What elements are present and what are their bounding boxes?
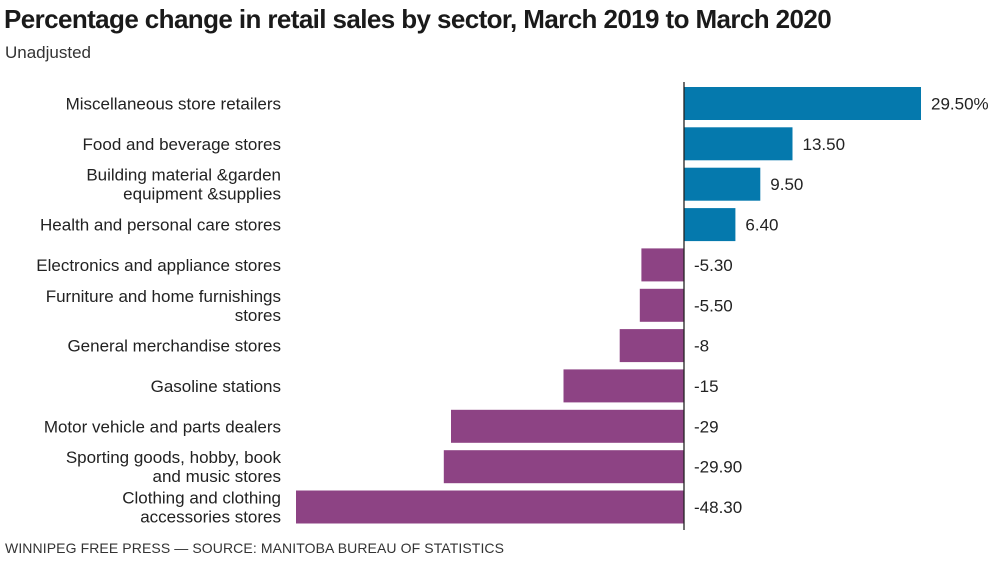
category-label-line: Clothing and clothing [122, 489, 281, 508]
value-label-4: -5.30 [694, 256, 733, 275]
bars-group [296, 87, 921, 524]
value-label-2: 9.50 [770, 175, 803, 194]
category-label-1: Food and beverage stores [83, 135, 281, 154]
category-label-2: Building material &garden equipment &supp… [86, 166, 281, 204]
chart-subtitle: Unadjusted [5, 43, 92, 62]
category-label-line: Miscellaneous store retailers [66, 95, 281, 114]
value-label-9: -29.90 [694, 458, 742, 477]
value-label-10: -48.30 [694, 498, 742, 517]
bar-7 [563, 369, 684, 403]
bar-0 [684, 87, 921, 120]
category-label-line: General merchandise stores [67, 337, 281, 356]
chart-title: Percentage change in retail sales by sec… [4, 4, 832, 34]
bar-10 [296, 490, 684, 524]
category-label-line: Sporting goods, hobby, book [66, 448, 282, 467]
bar-5 [639, 288, 684, 322]
category-label-3: Health and personal care stores [40, 216, 281, 235]
value-label-1: 13.50 [803, 135, 846, 154]
value-label-6: -8 [694, 337, 709, 356]
category-label-9: Sporting goods, hobby, book and music sto… [66, 448, 282, 486]
category-label-7: Gasoline stations [151, 377, 281, 396]
category-label-5: Furniture and home furnishings stores [46, 287, 281, 325]
category-label-line: stores [235, 306, 281, 325]
category-label-0: Miscellaneous store retailers [66, 95, 281, 114]
category-label-line: Motor vehicle and parts dealers [44, 417, 281, 436]
category-label-line: Building material &garden [86, 166, 281, 185]
category-label-8: Motor vehicle and parts dealers [44, 417, 281, 436]
bar-4 [641, 248, 684, 282]
category-label-line: accessories stores [140, 508, 281, 527]
value-label-8: -29 [694, 417, 719, 436]
category-label-line: Electronics and appliance stores [36, 256, 281, 275]
bar-1 [684, 127, 793, 161]
value-label-0: 29.50% [931, 95, 989, 114]
value-label-5: -5.50 [694, 296, 733, 315]
value-label-3: 6.40 [745, 216, 778, 235]
category-label-line: and music stores [153, 467, 282, 486]
category-label-line: Health and personal care stores [40, 216, 281, 235]
bar-2 [684, 167, 761, 201]
value-label-7: -15 [694, 377, 719, 396]
bar-8 [451, 409, 684, 443]
source-footer: WINNIPEG FREE PRESS — SOURCE: MANITOBA B… [5, 540, 505, 556]
category-label-10: Clothing and clothing accessories stores [122, 489, 281, 527]
bar-3 [684, 208, 736, 242]
category-labels-group: Miscellaneous store retailers Food and be… [36, 95, 281, 527]
category-label-6: General merchandise stores [67, 337, 281, 356]
category-label-line: Food and beverage stores [83, 135, 281, 154]
category-label-line: equipment &supplies [123, 185, 281, 204]
category-label-4: Electronics and appliance stores [36, 256, 281, 275]
bar-9 [443, 450, 684, 484]
bar-6 [619, 329, 684, 363]
value-labels-group: 29.50% 13.50 9.50 6.40 -5.30 -5.50 -8 -15 -29 -29… [694, 95, 989, 518]
category-label-line: Gasoline stations [151, 377, 281, 396]
category-label-line: Furniture and home furnishings [46, 287, 281, 306]
